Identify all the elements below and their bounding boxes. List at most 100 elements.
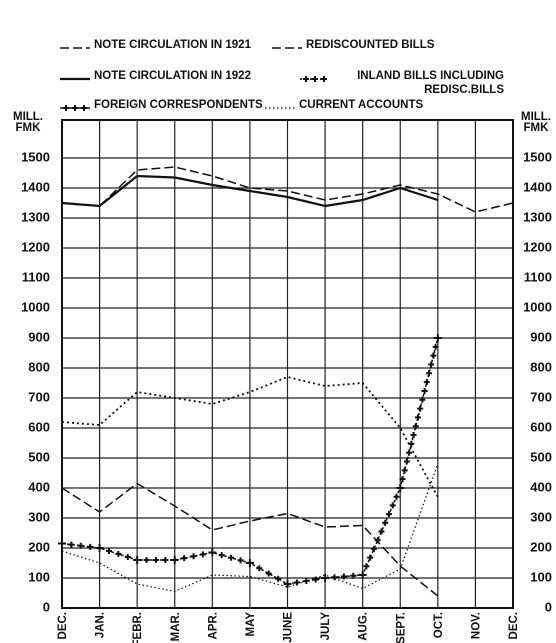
marker [143, 557, 150, 563]
marker-cross [412, 423, 419, 430]
marker [417, 405, 424, 412]
marker [321, 76, 327, 82]
legend-label: NOTE CIRCULATION IN 1922 [94, 70, 251, 82]
marker [63, 105, 69, 111]
marker [363, 563, 370, 570]
marker [265, 570, 272, 577]
y-tick-label: 400 [28, 479, 50, 494]
marker-cross [181, 555, 188, 562]
y-tick-label: 1200 [523, 239, 552, 254]
marker-cross [410, 432, 417, 439]
marker-cross [406, 449, 413, 456]
marker [81, 105, 87, 111]
marker-cross [303, 578, 310, 584]
legend-label: NOTE CIRCULATION IN 1921 [94, 39, 252, 51]
marker-cross [256, 565, 263, 572]
marker-cross [77, 542, 84, 549]
y-axis-label: FMK [16, 122, 42, 134]
marker [421, 387, 428, 394]
y-tick-label: 800 [530, 359, 552, 374]
y-tick-label: 900 [28, 329, 50, 344]
marker-cross [133, 556, 142, 564]
marker-cross [378, 528, 385, 535]
marker [370, 545, 377, 552]
y-tick-label: 900 [530, 329, 552, 344]
marker [162, 557, 169, 563]
marker [208, 548, 217, 557]
y-tick-label: 700 [28, 389, 50, 404]
marker-cross [81, 105, 87, 111]
marker [423, 379, 430, 386]
marker [410, 432, 417, 439]
legend-label: INLAND BILLS INCLUDING REDISC.BILLS [357, 70, 504, 96]
marker-cross [87, 543, 94, 550]
marker [374, 537, 381, 544]
y-tick-label: 1300 [523, 209, 552, 224]
marker-cross [363, 563, 370, 570]
marker [419, 396, 426, 403]
marker-cross [396, 484, 405, 492]
marker [275, 575, 282, 582]
y-axis-label: FMK [524, 122, 550, 134]
marker [403, 458, 410, 465]
marker-cross [303, 76, 309, 82]
marker-cross [401, 467, 408, 474]
marker-cross [417, 405, 424, 412]
marker [237, 557, 244, 564]
marker [358, 571, 367, 579]
y-tick-label: 600 [28, 419, 50, 434]
x-tick-label: MAY [245, 612, 257, 637]
y-tick-label: 1400 [21, 179, 50, 194]
marker [72, 105, 78, 111]
marker-cross [218, 552, 225, 559]
marker [190, 553, 197, 560]
marker-cross [399, 476, 406, 483]
marker [350, 572, 357, 579]
marker-cross [370, 545, 377, 552]
marker [170, 556, 179, 564]
marker-cross [143, 557, 150, 563]
marker [312, 76, 318, 82]
marker [124, 554, 131, 560]
marker [396, 484, 405, 492]
legend-label: REDISCOUNTED BILLS [306, 39, 435, 51]
marker-cross [237, 557, 244, 564]
marker-cross [170, 556, 179, 564]
y-tick-label: 100 [28, 569, 50, 584]
marker [228, 554, 235, 561]
y-tick-label: 1100 [22, 269, 50, 284]
marker-cross [265, 570, 272, 577]
marker [408, 440, 415, 447]
marker [256, 565, 263, 572]
y-tick-label: 500 [28, 449, 50, 464]
y-tick-label: 1100 [524, 269, 552, 284]
marker-cross [95, 544, 104, 552]
y-tick-label: 1000 [523, 299, 552, 314]
marker-cross [105, 548, 112, 554]
legend-label: CURRENT ACCOUNTS [299, 99, 423, 111]
marker [303, 578, 310, 584]
marker-cross [275, 575, 282, 582]
marker-cross [382, 519, 389, 526]
marker [331, 574, 338, 581]
marker [115, 551, 122, 557]
series-line [61, 376, 439, 498]
marker-cross [312, 76, 318, 82]
marker [414, 414, 421, 421]
marker [218, 552, 225, 559]
marker-cross [374, 537, 381, 544]
x-tick-label: DEC. [508, 612, 520, 639]
marker-cross [367, 554, 374, 561]
x-tick-label: DEC. [57, 612, 69, 639]
y-tick-label: 1200 [21, 239, 50, 254]
y-tick-label: 800 [28, 359, 50, 374]
marker-cross [419, 396, 426, 403]
x-tick-label: JAN. [95, 612, 107, 638]
y-tick-label: 500 [530, 449, 552, 464]
x-tick-label: MAR. [170, 612, 182, 641]
y-tick-label: 1500 [21, 149, 50, 164]
marker [378, 528, 385, 535]
series-line [61, 482, 439, 597]
y-tick-label: 200 [530, 539, 552, 554]
marker [385, 511, 392, 518]
